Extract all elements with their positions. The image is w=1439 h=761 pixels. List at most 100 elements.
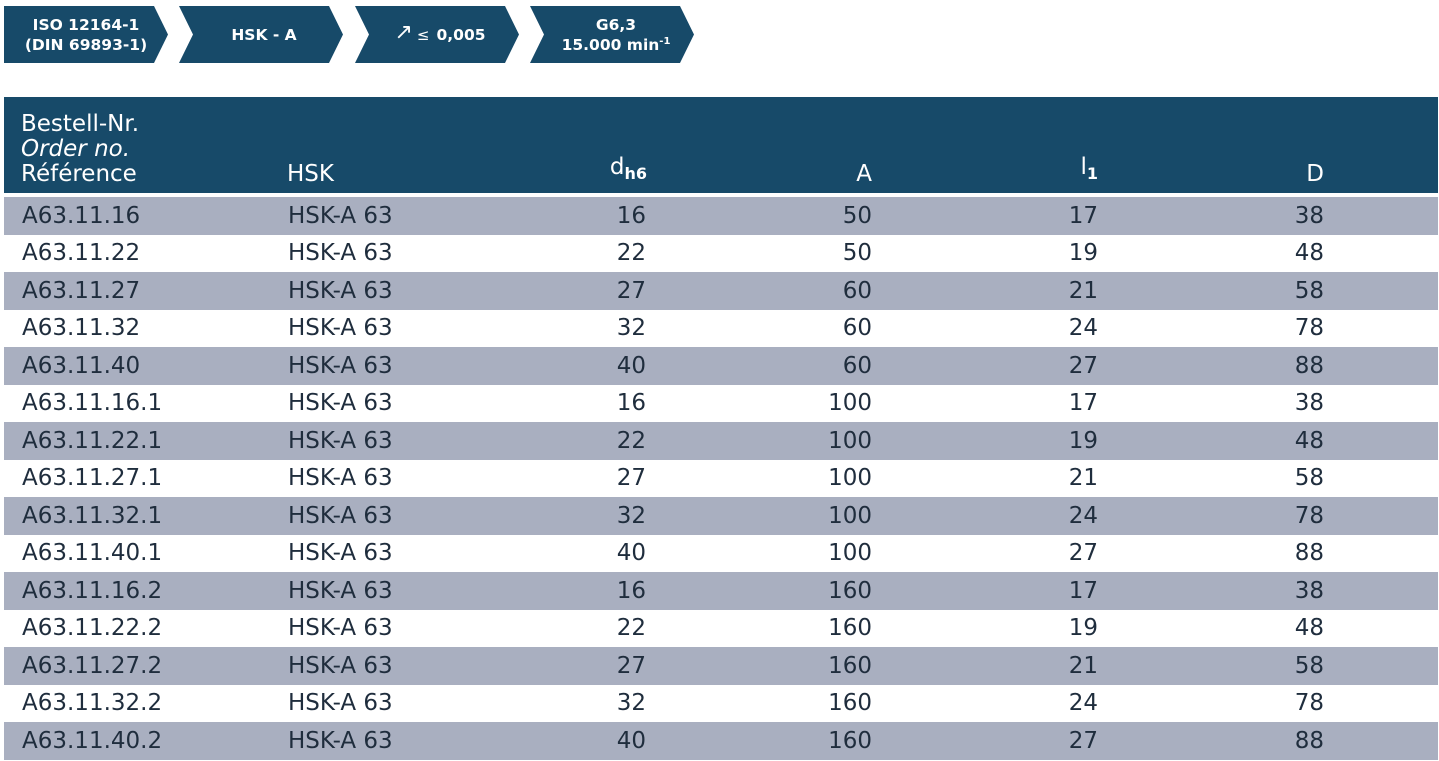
- cell-dh6: 22: [616, 240, 646, 267]
- norm-line-2: (DIN 69893-1): [24, 35, 148, 54]
- cell-d: 88: [1294, 352, 1324, 379]
- cell-order-no: A63.11.27.2: [22, 652, 163, 679]
- cell-d: 88: [1294, 540, 1324, 567]
- table-body: A63.11.16 HSK-A 63 16 50 17 38 A63.11.22 HSK-A …: [4, 197, 1438, 760]
- table-row: A63.11.22.2 HSK-A 63 22 160 19 48: [4, 610, 1438, 648]
- table-row: A63.11.27.1 HSK-A 63 27 100 21 58: [4, 460, 1438, 498]
- cell-dh6: 22: [616, 615, 646, 642]
- header-l1-main: l: [1080, 154, 1087, 180]
- table-row: A63.11.27.2 HSK-A 63 27 160 21 58: [4, 647, 1438, 685]
- header-order-fr: Référence: [21, 161, 137, 187]
- cell-l1: 17: [1068, 577, 1098, 604]
- type-label: HSK - A: [231, 25, 297, 44]
- cell-a: 160: [828, 615, 872, 642]
- cell-d: 48: [1294, 615, 1324, 642]
- balance-speed-exponent: -1: [659, 35, 671, 47]
- cell-order-no: A63.11.32.2: [22, 690, 163, 717]
- balance-grade: G6,3: [595, 15, 637, 34]
- cell-d: 38: [1294, 390, 1324, 417]
- cell-order-no: A63.11.22: [22, 240, 141, 267]
- cell-hsk: HSK-A 63: [288, 277, 393, 304]
- runout-arrow-icon: ↗: [394, 19, 413, 45]
- cell-order-no: A63.11.40: [22, 352, 141, 379]
- cell-a: 100: [828, 540, 872, 567]
- cell-d: 58: [1294, 277, 1324, 304]
- header-dh6-sub: h6: [624, 164, 647, 183]
- norm-line-1: ISO 12164-1: [32, 15, 140, 34]
- cell-l1: 21: [1068, 277, 1098, 304]
- cell-dh6: 16: [616, 390, 646, 417]
- cell-a: 100: [828, 390, 872, 417]
- cell-a: 60: [842, 277, 872, 304]
- table-row: A63.11.40.1 HSK-A 63 40 100 27 88: [4, 535, 1438, 573]
- type-badge: HSK - A: [179, 6, 343, 63]
- cell-dh6: 27: [616, 652, 646, 679]
- table-row: A63.11.22 HSK-A 63 22 50 19 48: [4, 235, 1438, 273]
- header-dh6: dh6: [610, 154, 647, 187]
- cell-hsk: HSK-A 63: [288, 352, 393, 379]
- header-dh6-main: d: [609, 154, 625, 180]
- cell-hsk: HSK-A 63: [288, 690, 393, 717]
- cell-hsk: HSK-A 63: [288, 427, 393, 454]
- cell-hsk: HSK-A 63: [288, 465, 393, 492]
- cell-hsk: HSK-A 63: [288, 540, 393, 567]
- cell-order-no: A63.11.16: [22, 202, 141, 229]
- cell-dh6: 32: [616, 690, 646, 717]
- cell-hsk: HSK-A 63: [288, 315, 393, 342]
- table-row: A63.11.16 HSK-A 63 16 50 17 38: [4, 197, 1438, 235]
- table-row: A63.11.16.1 HSK-A 63 16 100 17 38: [4, 385, 1438, 423]
- table-row: A63.11.16.2 HSK-A 63 16 160 17 38: [4, 572, 1438, 610]
- cell-l1: 17: [1068, 390, 1098, 417]
- balance-badge: G6,3 15.000 min-1: [530, 6, 694, 63]
- cell-l1: 21: [1068, 652, 1098, 679]
- runout-value: 0,005: [436, 25, 486, 44]
- cell-d: 58: [1294, 465, 1324, 492]
- cell-order-no: A63.11.16.2: [22, 577, 163, 604]
- cell-d: 38: [1294, 202, 1324, 229]
- cell-order-no: A63.11.22.1: [22, 427, 163, 454]
- cell-l1: 24: [1068, 315, 1098, 342]
- cell-dh6: 16: [616, 202, 646, 229]
- cell-a: 100: [828, 465, 872, 492]
- header-d: D: [1306, 161, 1324, 187]
- cell-hsk: HSK-A 63: [288, 727, 393, 754]
- cell-a: 100: [828, 502, 872, 529]
- cell-order-no: A63.11.40.1: [22, 540, 163, 567]
- norm-badge: ISO 12164-1 (DIN 69893-1): [4, 6, 168, 63]
- cell-l1: 17: [1068, 202, 1098, 229]
- cell-order-no: A63.11.22.2: [22, 615, 163, 642]
- cell-dh6: 22: [616, 427, 646, 454]
- header-l1: l1: [1080, 154, 1098, 187]
- table-row: A63.11.32.2 HSK-A 63 32 160 24 78: [4, 685, 1438, 723]
- cell-a: 160: [828, 577, 872, 604]
- cell-a: 160: [828, 652, 872, 679]
- cell-a: 60: [842, 315, 872, 342]
- cell-d: 48: [1294, 427, 1324, 454]
- cell-d: 38: [1294, 577, 1324, 604]
- product-table: Bestell-Nr. Order no. Référence HSK dh6 …: [4, 97, 1438, 760]
- cell-hsk: HSK-A 63: [288, 390, 393, 417]
- balance-speed-value: 15.000 min: [561, 35, 660, 54]
- cell-l1: 24: [1068, 502, 1098, 529]
- cell-a: 160: [828, 727, 872, 754]
- header-hsk: HSK: [287, 161, 334, 187]
- cell-order-no: A63.11.16.1: [22, 390, 163, 417]
- cell-d: 78: [1294, 690, 1324, 717]
- cell-hsk: HSK-A 63: [288, 240, 393, 267]
- cell-dh6: 32: [616, 315, 646, 342]
- cell-dh6: 40: [616, 352, 646, 379]
- header-order-en: Order no.: [21, 136, 131, 162]
- cell-order-no: A63.11.32: [22, 315, 141, 342]
- cell-d: 88: [1294, 727, 1324, 754]
- table-row: A63.11.40 HSK-A 63 40 60 27 88: [4, 347, 1438, 385]
- header-order-no: Bestell-Nr. Order no. Référence: [21, 112, 139, 187]
- cell-hsk: HSK-A 63: [288, 502, 393, 529]
- cell-order-no: A63.11.27.1: [22, 465, 163, 492]
- cell-dh6: 27: [616, 277, 646, 304]
- cell-d: 58: [1294, 652, 1324, 679]
- spec-badges: ISO 12164-1 (DIN 69893-1) HSK - A ↗ ≤ 0,…: [0, 0, 1439, 70]
- cell-a: 50: [842, 202, 872, 229]
- cell-dh6: 16: [616, 577, 646, 604]
- cell-l1: 21: [1068, 465, 1098, 492]
- cell-l1: 24: [1068, 690, 1098, 717]
